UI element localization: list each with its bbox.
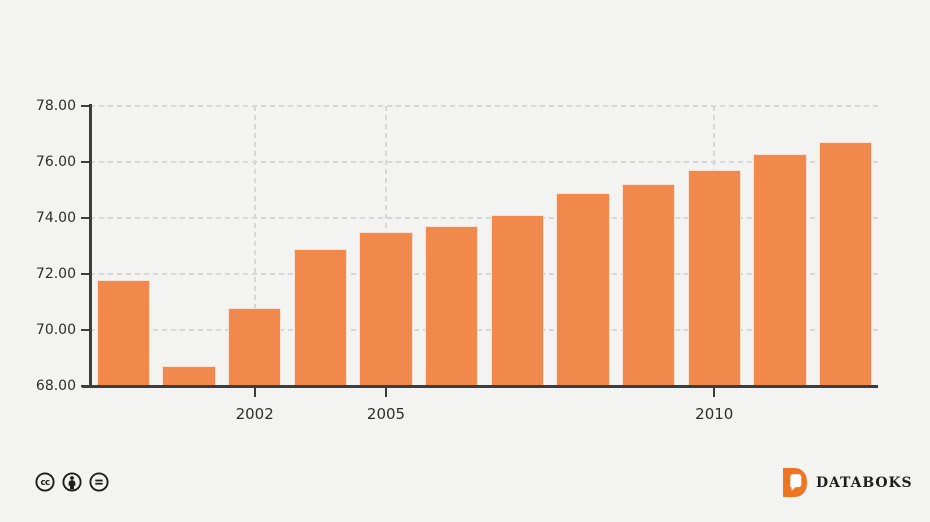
y-axis-label: 70.00 [35, 322, 76, 338]
bar[interactable] [753, 153, 807, 386]
bar[interactable] [424, 226, 479, 386]
y-gridline [90, 273, 878, 275]
y-axis-label: 72.00 [35, 266, 76, 282]
bar[interactable] [293, 248, 348, 386]
x-gridline [253, 106, 256, 386]
bar[interactable] [96, 279, 151, 386]
x-axis [82, 385, 878, 388]
license-icons: cc [35, 472, 109, 492]
cc-icon[interactable]: cc [35, 472, 55, 492]
bar[interactable] [490, 215, 545, 386]
x-axis-tick [253, 387, 256, 397]
y-axis-label: 78.00 [35, 98, 76, 114]
bar[interactable] [687, 170, 741, 386]
x-axis-tick [713, 387, 716, 397]
databoks-d-icon [783, 468, 807, 497]
y-axis-label: 68.00 [35, 378, 76, 394]
bar[interactable] [621, 184, 676, 386]
bar[interactable] [162, 366, 216, 386]
bar[interactable] [556, 192, 610, 386]
databoks-logo[interactable]: DATABOKS [783, 468, 913, 497]
bar[interactable] [359, 232, 413, 386]
y-gridline [90, 161, 878, 163]
y-gridline [90, 217, 878, 219]
y-gridline [90, 105, 878, 107]
y-axis-label: 74.00 [35, 210, 76, 226]
y-axis-tick [81, 329, 89, 331]
brand-wordmark: DATABOKS [816, 474, 913, 491]
x-axis-label: 2010 [695, 405, 734, 423]
cc-nd-icon[interactable] [89, 472, 109, 492]
y-gridline [90, 329, 878, 331]
y-axis [89, 104, 92, 387]
bar[interactable] [227, 307, 282, 386]
bar[interactable] [818, 142, 873, 386]
y-axis-tick [81, 273, 89, 275]
x-axis-label: 2002 [235, 405, 274, 423]
svg-text:cc: cc [41, 478, 50, 488]
y-axis-label: 76.00 [35, 154, 76, 170]
y-axis-tick [81, 161, 89, 163]
cc-by-icon[interactable] [62, 472, 82, 492]
y-axis-tick [81, 105, 89, 107]
y-axis-tick [81, 217, 89, 219]
x-axis-label: 2005 [366, 405, 406, 423]
x-axis-tick [385, 387, 387, 397]
